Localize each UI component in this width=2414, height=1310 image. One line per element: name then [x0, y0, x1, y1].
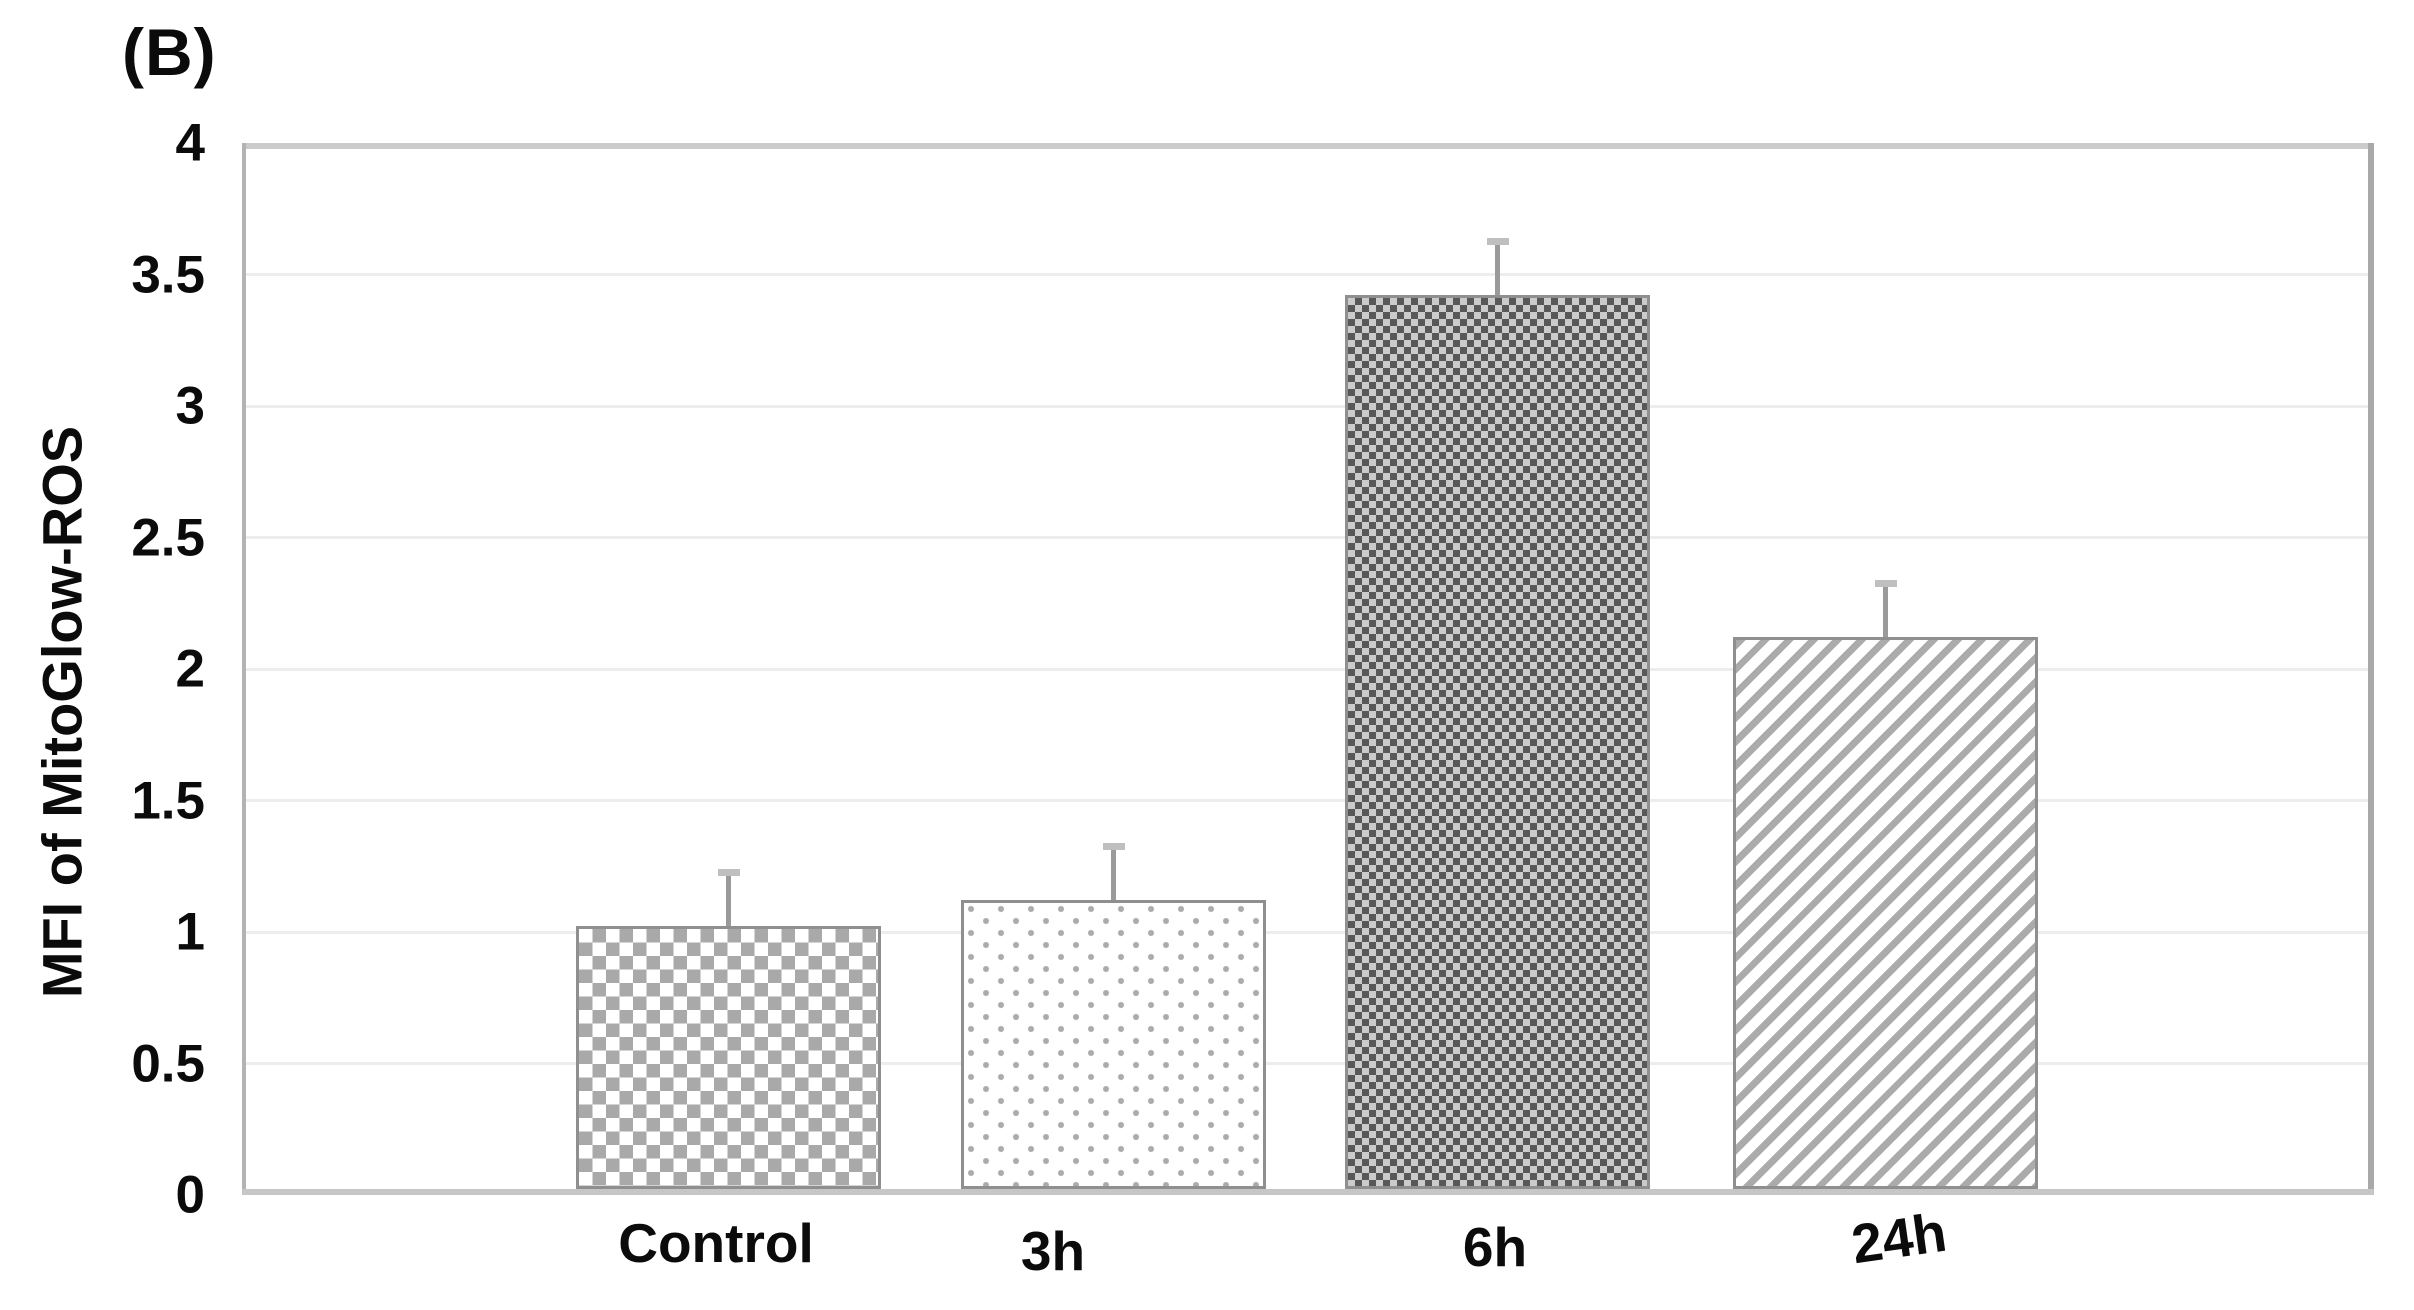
y-tick-label: 1.5 — [131, 771, 205, 830]
bar-6h — [1345, 294, 1650, 1189]
gridline — [246, 930, 2368, 934]
bar-3h — [961, 899, 1266, 1189]
gridline — [246, 404, 2368, 408]
error-bar-stem — [1883, 584, 1888, 637]
y-tick-label: 3 — [175, 376, 205, 436]
error-bar-stem — [1495, 242, 1500, 295]
gridline — [246, 536, 2368, 539]
panel-label: (B) — [122, 15, 217, 89]
x-axis-label-6h: 6h — [1462, 1216, 1528, 1278]
gridline — [246, 799, 2368, 802]
plot-border-top — [242, 143, 2374, 149]
y-tick-label: 3.5 — [131, 245, 205, 304]
gridline — [246, 273, 2368, 276]
y-tick-label: 4 — [175, 113, 205, 173]
bar-control — [576, 926, 881, 1189]
y-tick-label: 0 — [175, 1165, 205, 1225]
plot-area — [242, 143, 2374, 1195]
error-bar-cap — [717, 869, 740, 877]
y-tick-label: 2 — [175, 639, 205, 699]
error-bar-stem — [726, 873, 731, 926]
error-bar-cap — [1486, 238, 1509, 246]
error-bar-stem — [1111, 847, 1116, 900]
plot-border-right — [2368, 143, 2374, 1195]
y-tick-label: 1 — [175, 902, 205, 962]
x-axis-line — [242, 1189, 2374, 1195]
gridline — [246, 1062, 2368, 1065]
x-axis-label-24h: 24h — [1847, 1200, 1951, 1276]
error-bar-cap — [1102, 843, 1125, 851]
x-axis-label-control: Control — [618, 1212, 814, 1274]
y-axis-tick-labels: 0 0.5 1 1.5 2 2.5 3 3.5 4 — [0, 0, 205, 1310]
x-axis-label-3h: 3h — [1020, 1220, 1086, 1282]
error-bar-cap — [1874, 580, 1897, 588]
y-axis-line — [242, 143, 246, 1195]
bar-24h — [1733, 636, 2038, 1189]
y-tick-label: 0.5 — [131, 1034, 205, 1093]
y-tick-label: 2.5 — [131, 508, 205, 567]
gridline — [246, 667, 2368, 671]
